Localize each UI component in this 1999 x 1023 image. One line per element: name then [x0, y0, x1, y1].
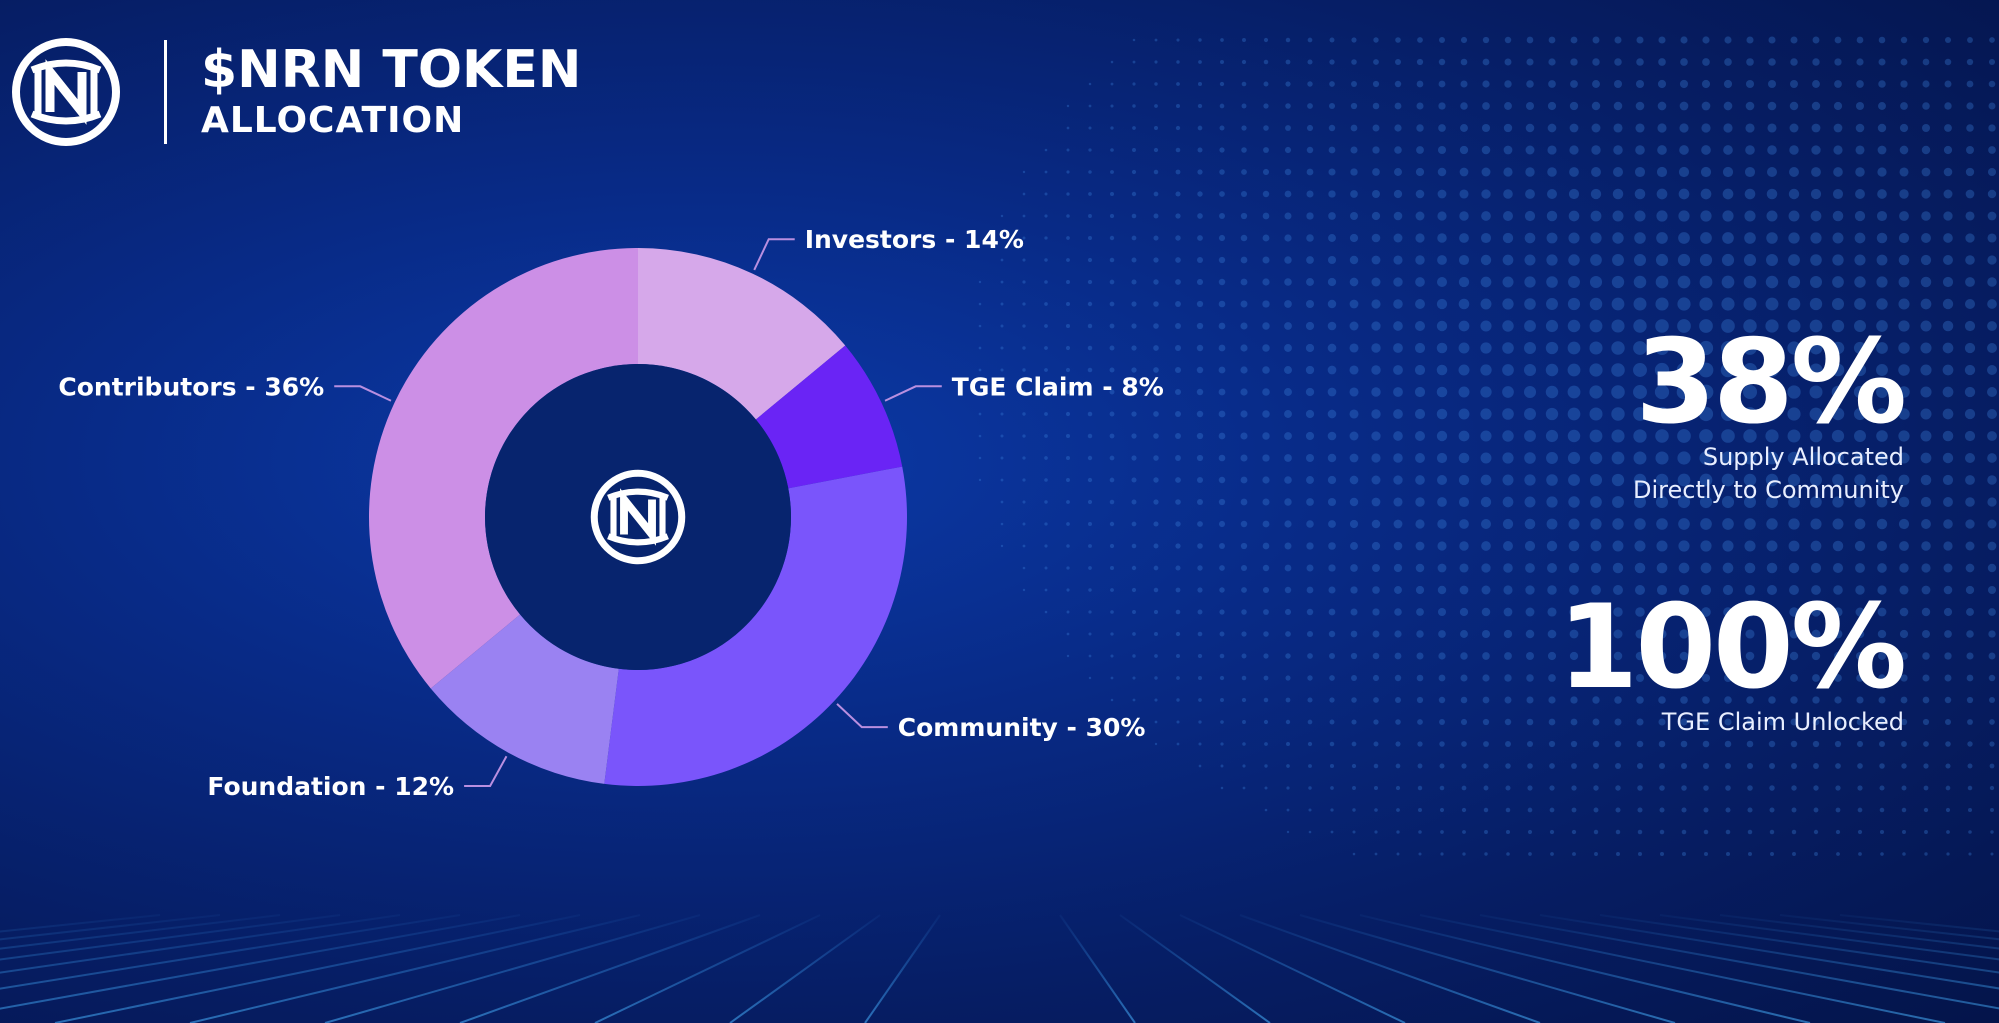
halftone-dots	[978, 36, 1997, 857]
stat-label-line: Supply Allocated	[1702, 443, 1904, 471]
stat-community-supply: 38% Supply Allocated Directly to Communi…	[1633, 315, 1907, 507]
stat-tge-unlocked: 100% TGE Claim Unlocked	[1557, 580, 1907, 739]
donut-slice-investors	[638, 248, 846, 420]
stat-value: 38%	[1635, 315, 1907, 450]
nrn-logo-icon	[590, 469, 686, 565]
stat-label-line: Directly to Community	[1633, 476, 1904, 504]
header-divider	[164, 40, 167, 144]
perspective-grid	[0, 914, 1999, 1023]
stat-value: 100%	[1557, 580, 1907, 715]
donut-slice-foundation	[430, 614, 619, 784]
donut-slice-contributors	[368, 247, 638, 689]
nrn-logo-icon	[12, 38, 120, 146]
slice-label-tge-claim: TGE Claim - 8%	[952, 372, 1164, 401]
leader-line	[334, 385, 392, 402]
page-title: $NRN TOKEN	[201, 40, 582, 100]
leader-line	[836, 703, 888, 729]
header: $NRN TOKEN ALLOCATION	[10, 36, 581, 148]
slice-label-investors: Investors - 14%	[805, 225, 1024, 254]
slice-label-contributors: Contributors - 36%	[58, 372, 324, 401]
page-subtitle: ALLOCATION	[201, 100, 465, 141]
leader-line	[464, 755, 508, 788]
leader-line	[884, 385, 942, 402]
donut-slice-tge-claim	[755, 345, 903, 489]
donut-slice-community	[604, 466, 907, 786]
slice-label-foundation: Foundation - 12%	[207, 772, 454, 801]
leader-line	[753, 238, 795, 271]
stat-label-line: TGE Claim Unlocked	[1661, 708, 1904, 736]
slice-label-community: Community - 30%	[898, 713, 1146, 742]
